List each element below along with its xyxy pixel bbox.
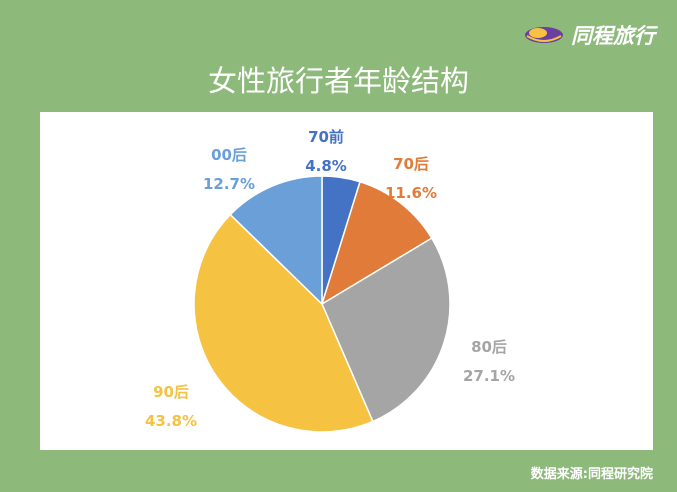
slice-value-label: 4.8% bbox=[305, 157, 347, 175]
slice-category-label: 80后 bbox=[471, 338, 507, 356]
pie-slice-00后 bbox=[229, 175, 323, 306]
page-title: 女性旅行者年龄结构 bbox=[207, 64, 469, 98]
pie-chart: 70前 4.8% 70后 11.6% 80后 27.1% 90后 43.8% 00后 12.7% bbox=[145, 128, 515, 433]
slice-value-label: 27.1% bbox=[463, 367, 515, 385]
chart-panel: 70前 4.8% 70后 11.6% 80后 27.1% 90后 43.8% 00后 12.7% bbox=[40, 112, 653, 450]
data-source: 数据来源:同程研究院 bbox=[530, 467, 653, 482]
pie-slice-70后 bbox=[320, 180, 433, 306]
brand-logo: 同程旅行 bbox=[523, 20, 655, 50]
slice-category-label: 00后 bbox=[211, 146, 247, 164]
slice-value-label: 12.7% bbox=[203, 175, 255, 193]
pie-slice-90后 bbox=[193, 213, 374, 433]
pie-slice-80后 bbox=[321, 237, 451, 423]
brand-name: 同程旅行 bbox=[571, 24, 655, 48]
slice-category-label: 70后 bbox=[393, 155, 429, 173]
slice-value-label: 11.6% bbox=[385, 184, 437, 202]
slice-value-label: 43.8% bbox=[145, 412, 197, 430]
tongcheng-logo-icon bbox=[525, 27, 563, 43]
slice-category-label: 90后 bbox=[153, 383, 189, 401]
slice-category-label: 70前 bbox=[308, 128, 344, 146]
